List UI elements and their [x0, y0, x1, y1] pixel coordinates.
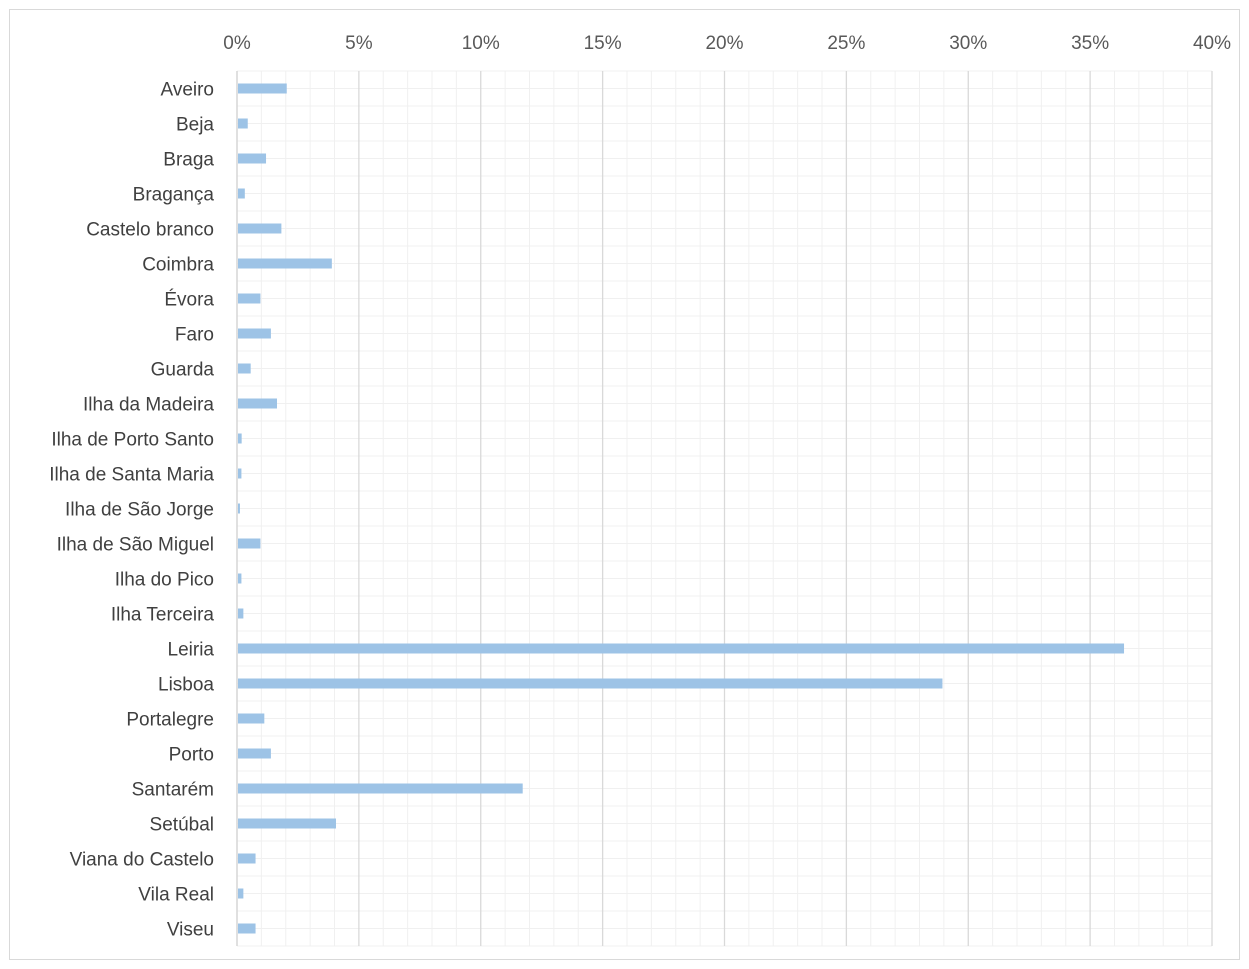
x-tick-label: 0%	[223, 33, 251, 54]
y-tick-label: Ilha de Santa Maria	[49, 465, 214, 486]
bar	[238, 713, 265, 724]
bar	[238, 118, 248, 129]
y-tick-label: Portalegre	[126, 710, 214, 731]
y-tick-label: Porto	[169, 745, 214, 766]
bar	[238, 643, 1125, 654]
y-tick-label: Coimbra	[142, 255, 214, 276]
bar	[238, 853, 256, 864]
bar	[238, 293, 261, 304]
y-axis: Aveiro Beja Braga Bragança Castelo branco Coi…	[49, 80, 214, 941]
bar	[238, 258, 332, 269]
y-tick-label: Leiria	[168, 640, 215, 661]
x-tick-label: 20%	[705, 33, 743, 54]
y-tick-label: Aveiro	[160, 80, 214, 101]
bar	[238, 748, 271, 759]
x-tick-label: 25%	[827, 33, 865, 54]
bar	[238, 188, 245, 199]
y-tick-label: Ilha do Pico	[115, 570, 214, 591]
x-tick-label: 15%	[584, 33, 622, 54]
bar	[238, 503, 240, 514]
y-tick-label: Viana do Castelo	[70, 850, 214, 871]
bar	[238, 888, 244, 899]
y-tick-label: Setúbal	[150, 815, 214, 836]
y-tick-label: Faro	[175, 325, 214, 346]
y-tick-label: Lisboa	[158, 675, 214, 696]
gridlines	[236, 70, 1213, 947]
y-tick-label: Ilha de Porto Santo	[51, 430, 214, 451]
y-tick-label: Ilha Terceira	[111, 605, 215, 626]
bar	[238, 153, 267, 164]
y-tick-label: Castelo branco	[86, 220, 214, 241]
bar	[238, 468, 242, 479]
x-tick-label: 30%	[949, 33, 987, 54]
y-tick-label: Vila Real	[138, 885, 214, 906]
y-tick-label: Braga	[163, 150, 214, 171]
x-tick-label: 40%	[1193, 33, 1231, 54]
x-axis: 0% 5% 10% 15% 20% 25% 30% 35% 40%	[223, 33, 1231, 946]
bar	[238, 83, 287, 94]
x-tick-label: 35%	[1071, 33, 1109, 54]
x-tick-label: 10%	[462, 33, 500, 54]
bar	[238, 783, 523, 794]
y-tick-label: Santarém	[132, 780, 214, 801]
bar	[238, 678, 943, 689]
bar	[238, 608, 244, 619]
y-tick-label: Guarda	[151, 360, 215, 381]
y-tick-label: Beja	[176, 115, 214, 136]
bar	[238, 328, 271, 339]
y-tick-label: Viseu	[167, 920, 214, 941]
y-tick-label: Évora	[164, 290, 214, 311]
y-tick-label: Ilha de São Jorge	[65, 500, 214, 521]
bar	[238, 433, 242, 444]
bar	[238, 398, 277, 409]
bar	[238, 223, 282, 234]
bars	[238, 83, 1125, 934]
bar	[238, 538, 261, 549]
y-tick-label: Bragança	[133, 185, 215, 206]
chart-area	[9, 9, 1240, 960]
y-tick-label: Ilha de São Miguel	[57, 535, 214, 556]
x-tick-label: 5%	[345, 33, 373, 54]
bar	[238, 818, 336, 829]
bar	[238, 923, 256, 934]
bar	[238, 573, 242, 584]
bar	[238, 363, 251, 374]
y-tick-label: Ilha da Madeira	[83, 395, 214, 416]
